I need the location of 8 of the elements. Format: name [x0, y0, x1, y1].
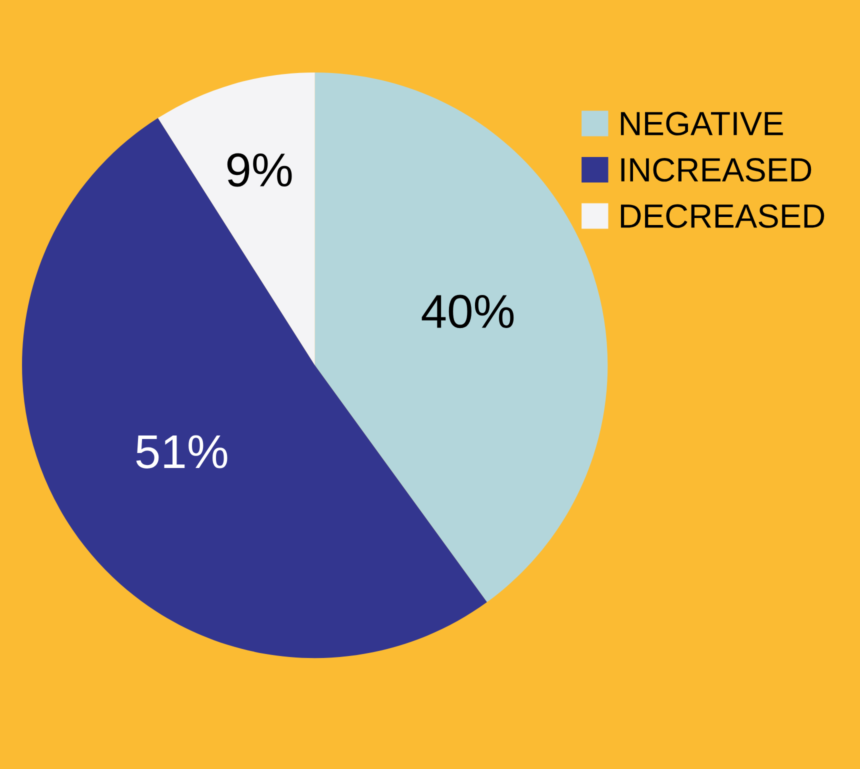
data-label: 9% [227, 153, 292, 187]
legend-label: NEGATIVE [620, 112, 783, 136]
pie-slice [314, 72, 608, 602]
legend-label: DECREASED [620, 204, 824, 228]
data-label: 51% [136, 435, 228, 468]
legend-label: INCREASED [621, 158, 812, 182]
data-label: 40% [422, 294, 514, 328]
pie-slice [158, 72, 315, 366]
